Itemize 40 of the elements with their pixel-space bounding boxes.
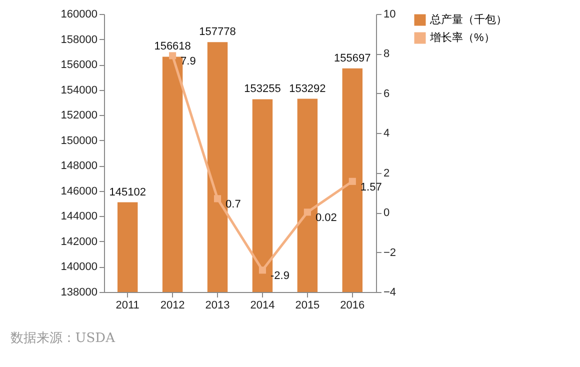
x-tick-label: 2014 <box>250 300 275 312</box>
y-tick-label: 146000 <box>60 185 98 198</box>
x-tick-label: 2011 <box>116 300 140 312</box>
y-tick-label: 154000 <box>60 84 98 96</box>
y2-tick-label: 4 <box>384 128 390 140</box>
y-tick-label: 138000 <box>60 286 98 298</box>
point <box>304 208 311 216</box>
y-tick-label: 144000 <box>60 210 98 223</box>
data-label: 153255 <box>244 83 281 96</box>
y-tick-label: 160000 <box>60 8 98 20</box>
x-tick-label: 2012 <box>160 300 185 312</box>
x-tick-label: 2016 <box>340 300 365 312</box>
y-tick-label: 142000 <box>60 236 98 248</box>
legend-label: 增长率（%） <box>429 31 495 44</box>
y2-tick-label: 6 <box>384 88 390 100</box>
data-label: 145102 <box>109 186 146 198</box>
y2-tick-label: 0 <box>384 207 390 220</box>
source-note: 数据来源：USDA <box>10 331 116 346</box>
y2-tick-label: 8 <box>384 48 390 60</box>
y-tick-label: 150000 <box>60 134 98 147</box>
point <box>258 266 266 274</box>
y-tick-label: 156000 <box>60 59 98 72</box>
y2-tick-label: −4 <box>384 286 396 298</box>
data-label: 155697 <box>334 52 371 64</box>
data-label: 153292 <box>289 82 326 95</box>
y-tick-label: 152000 <box>60 110 98 122</box>
y2-tick-label: 2 <box>384 167 390 180</box>
data-label: 156618 <box>154 40 191 53</box>
point <box>348 178 356 185</box>
y-tick-label: 158000 <box>60 34 98 46</box>
y2-tick-label: 10 <box>384 8 396 20</box>
x-tick-label: 2013 <box>205 300 230 312</box>
y2-tick-label: −2 <box>384 246 396 259</box>
point <box>214 195 222 202</box>
x-tick-label: 2015 <box>295 300 320 312</box>
y-tick-label: 140000 <box>60 261 98 274</box>
data-label: 157778 <box>199 26 236 38</box>
y-tick-label: 148000 <box>60 160 98 172</box>
point <box>169 52 176 60</box>
legend-label: 总产量（千包） <box>429 13 507 26</box>
